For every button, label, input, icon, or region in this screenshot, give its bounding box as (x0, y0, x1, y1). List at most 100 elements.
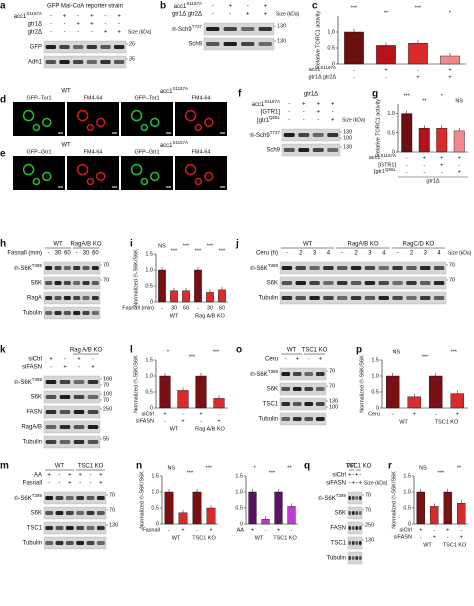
y-tick-label: 1.5 (371, 357, 379, 363)
condition-mark: - (91, 30, 93, 36)
condition-label: Ceru (368, 411, 380, 417)
blot-label: Sch9 (188, 42, 202, 48)
label-sup: S1157A (173, 140, 189, 145)
blot-label: S6K (267, 281, 278, 287)
band (91, 311, 99, 315)
bar (453, 130, 465, 153)
condition-mark: - (59, 481, 61, 487)
blot-label: Tubulin (259, 417, 278, 423)
y-tick-label: 0.5 (151, 505, 159, 511)
condition-mark: + (77, 357, 81, 363)
condition-mark: 3 (424, 251, 428, 257)
significance: * (441, 93, 444, 99)
band (96, 541, 105, 545)
condition-mark: 3 (368, 251, 372, 257)
band (364, 281, 376, 285)
kda-label: 250 (103, 406, 112, 412)
bar (192, 491, 202, 525)
y-tick-label: 1.0 (327, 29, 335, 35)
blot-label: S6K (31, 395, 42, 401)
condition-label: gtr2Δ (28, 30, 42, 36)
condition-mark: 60 (219, 305, 225, 311)
significance: * (254, 465, 257, 471)
y-tick-label: 0 (240, 521, 243, 527)
condition-mark: - (460, 527, 462, 533)
band (292, 387, 302, 391)
condition-mark: - (359, 473, 361, 479)
condition-mark: - (79, 481, 81, 487)
condition-mark: - (92, 357, 94, 363)
band (45, 526, 54, 530)
condition-mark: + (316, 110, 320, 116)
group-label: WT (303, 242, 313, 248)
label-text: ℗-S6K (318, 495, 336, 502)
significance: ** (422, 98, 427, 104)
band (283, 148, 295, 152)
y-tick-label: 1.0 (145, 267, 153, 273)
band (406, 266, 417, 270)
cell (150, 117, 160, 128)
condition-mark: - (353, 67, 355, 73)
label-sup: Q65L (385, 167, 397, 172)
label-text: ℗-S6K (14, 495, 32, 502)
band (59, 425, 71, 429)
blot-label: ℗-Sch9T737 (172, 24, 203, 32)
condition-mark: + (277, 527, 280, 533)
condition-mark: + (251, 527, 254, 533)
bar (407, 396, 421, 409)
bar (401, 113, 413, 153)
y-tick-label: 0 (150, 299, 153, 305)
label-text: [gtr1 (257, 118, 270, 124)
blot-label: Tubulin (259, 296, 278, 302)
condition-mark: - (59, 473, 61, 479)
label-text: ℗-Sch9 (250, 132, 271, 139)
condition-mark: 30 (83, 251, 90, 257)
band (323, 281, 334, 285)
y-tick-label: 0 (156, 521, 159, 527)
condition-label: siCtrl (399, 527, 412, 533)
label-sup: T737 (270, 130, 281, 135)
condition-mark: 60 (92, 251, 99, 257)
blot (279, 382, 327, 396)
condition-mark: 3 (313, 251, 317, 257)
label-sup: S1157A (186, 1, 202, 6)
condition-mark: + (99, 473, 103, 479)
band (295, 281, 307, 285)
bar (178, 512, 188, 525)
condition-mark: + (423, 155, 426, 161)
band (241, 27, 255, 31)
condition-mark: + (90, 14, 94, 20)
group-label: Rag A/B KO (195, 313, 225, 319)
condition-mark: - (161, 305, 163, 311)
significance: NS (455, 98, 463, 104)
condition-mark: + (458, 155, 461, 161)
blot (347, 551, 363, 565)
blot (279, 276, 447, 290)
condition-mark: - (406, 169, 408, 175)
panel-letter: g (372, 89, 378, 100)
band (283, 133, 295, 137)
y-tick-label: 1.0 (371, 373, 379, 379)
bar (213, 398, 225, 409)
condition-mark: - (265, 527, 267, 533)
cell (96, 171, 106, 182)
band (73, 311, 81, 315)
label-text: ℗-S6K (250, 371, 268, 378)
label-sup: T389 (32, 263, 43, 268)
y-tick-label: 0 (150, 405, 153, 411)
condition-mark: - (353, 74, 355, 80)
condition-mark: + (263, 12, 267, 18)
group-label: TSC1 KO (443, 542, 467, 548)
condition-mark: - (423, 162, 425, 168)
label-text: acc1 (309, 67, 321, 73)
condition-mark: - (182, 411, 184, 417)
condition-mark: + (49, 357, 53, 363)
condition-mark: - (212, 12, 214, 18)
bar (206, 292, 214, 303)
kda-label: 250 (365, 522, 374, 528)
significance: *** (438, 470, 445, 476)
condition-mark: - (356, 481, 358, 487)
condition-mark: - (48, 251, 50, 257)
cell (140, 177, 149, 186)
condition-label: [gtr1Q65L (257, 115, 281, 123)
